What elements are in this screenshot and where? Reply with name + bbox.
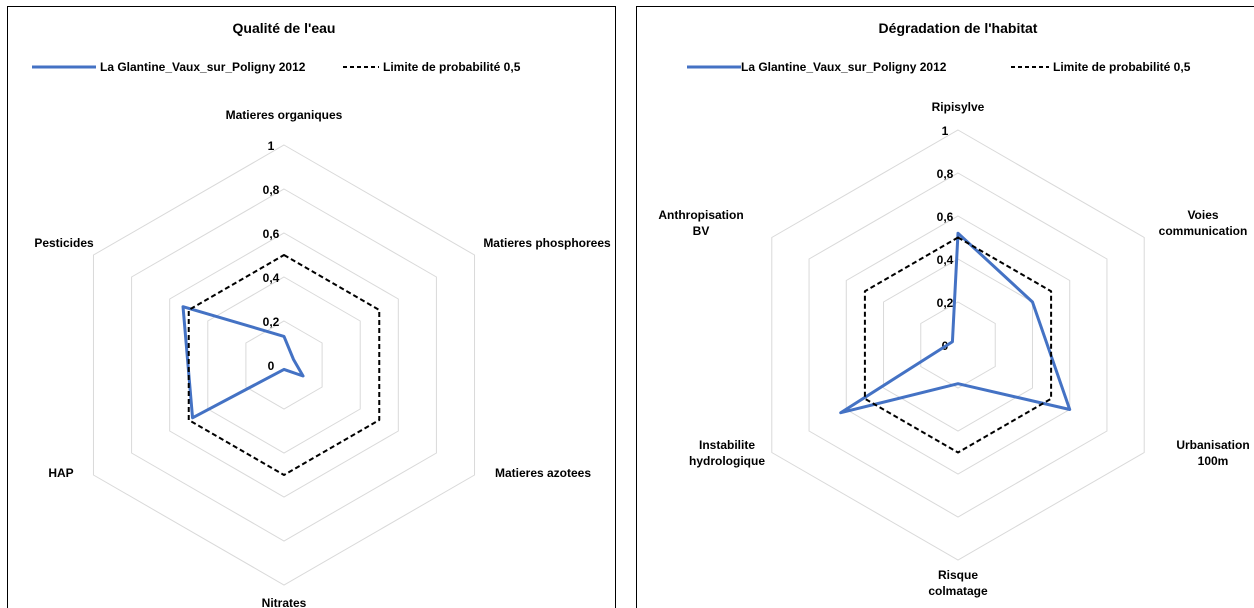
legend-label-observed: La Glantine_Vaux_sur_Poligny 2012 (741, 60, 947, 74)
grid-ring (845, 215, 1071, 475)
series-line-observed (181, 305, 305, 420)
axis-label-pesticides: Pesticides (34, 236, 94, 250)
radial-tick-label: 0,4 (263, 271, 280, 285)
chart-panel-water-quality: Qualité de l'eau La Glantine_Vaux_sur_Pol… (7, 6, 616, 608)
axis-label-nitrates: Nitrates (262, 596, 307, 608)
legend-label-threshold: Limite de probabilité 0,5 (383, 60, 521, 74)
radial-tick-label: 0,6 (937, 210, 954, 224)
legend-label-observed: La Glantine_Vaux_sur_Poligny 2012 (100, 60, 306, 74)
radial-tick-label: 0,2 (263, 315, 280, 329)
grid-ring (771, 129, 1145, 561)
axis-label-ripisylve: Ripisylve (932, 100, 985, 114)
radial-tick-label: 0,4 (937, 253, 954, 267)
legend-label-threshold: Limite de probabilité 0,5 (1053, 60, 1191, 74)
axis-label-anthropisation-bv: Anthropisation BV (658, 208, 743, 238)
chart-title: Dégradation de l'habitat (879, 20, 1038, 36)
radar-chart-water-quality: Qualité de l'eau La Glantine_Vaux_sur_Pol… (32, 20, 611, 608)
axis-label-risque-colmatage: Risque colmatage (928, 568, 988, 598)
grid-ring (131, 188, 437, 542)
axis-label-hap: HAP (48, 466, 73, 480)
radial-tick-label: 0,8 (937, 167, 954, 181)
axis-label-instabilite-hydrologique: Instabilite hydrologique (689, 438, 765, 468)
axis-label-voies-communication: Voies communication (1159, 208, 1248, 238)
series-line-threshold (863, 236, 1053, 454)
axis-label-matieres-organiques: Matieres organiques (226, 108, 343, 122)
chart-title: Qualité de l'eau (233, 20, 336, 36)
grid-ring (920, 301, 996, 389)
radial-tick-label: 1 (942, 124, 949, 138)
grid-ring (808, 172, 1108, 518)
radial-tick-label: 0,2 (937, 296, 954, 310)
series-line-observed (839, 231, 1072, 415)
axis-label-matieres-azotees: Matieres azotees (495, 466, 591, 480)
grid-ring (169, 232, 399, 498)
radial-tick-label: 1 (268, 139, 275, 153)
grid-ring (883, 258, 1033, 432)
grid-ring (92, 144, 476, 586)
grid-ring (245, 320, 323, 410)
axis-label-urbanisation-100m: Urbanisation 100m (1176, 438, 1249, 468)
radial-tick-label: 0,6 (263, 227, 280, 241)
axis-label-matieres-phosphorees: Matieres phosphorees (483, 236, 611, 250)
radar-chart-habitat-degradation: Dégradation de l'habitat La Glantine_Vaux… (658, 20, 1249, 598)
radial-tick-label: 0 (268, 359, 275, 373)
chart-panel-habitat-degradation: Dégradation de l'habitat La Glantine_Vaux… (636, 6, 1254, 608)
radial-tick-label: 0,8 (263, 183, 280, 197)
grid-ring (207, 276, 361, 454)
series-line-threshold (187, 254, 381, 476)
